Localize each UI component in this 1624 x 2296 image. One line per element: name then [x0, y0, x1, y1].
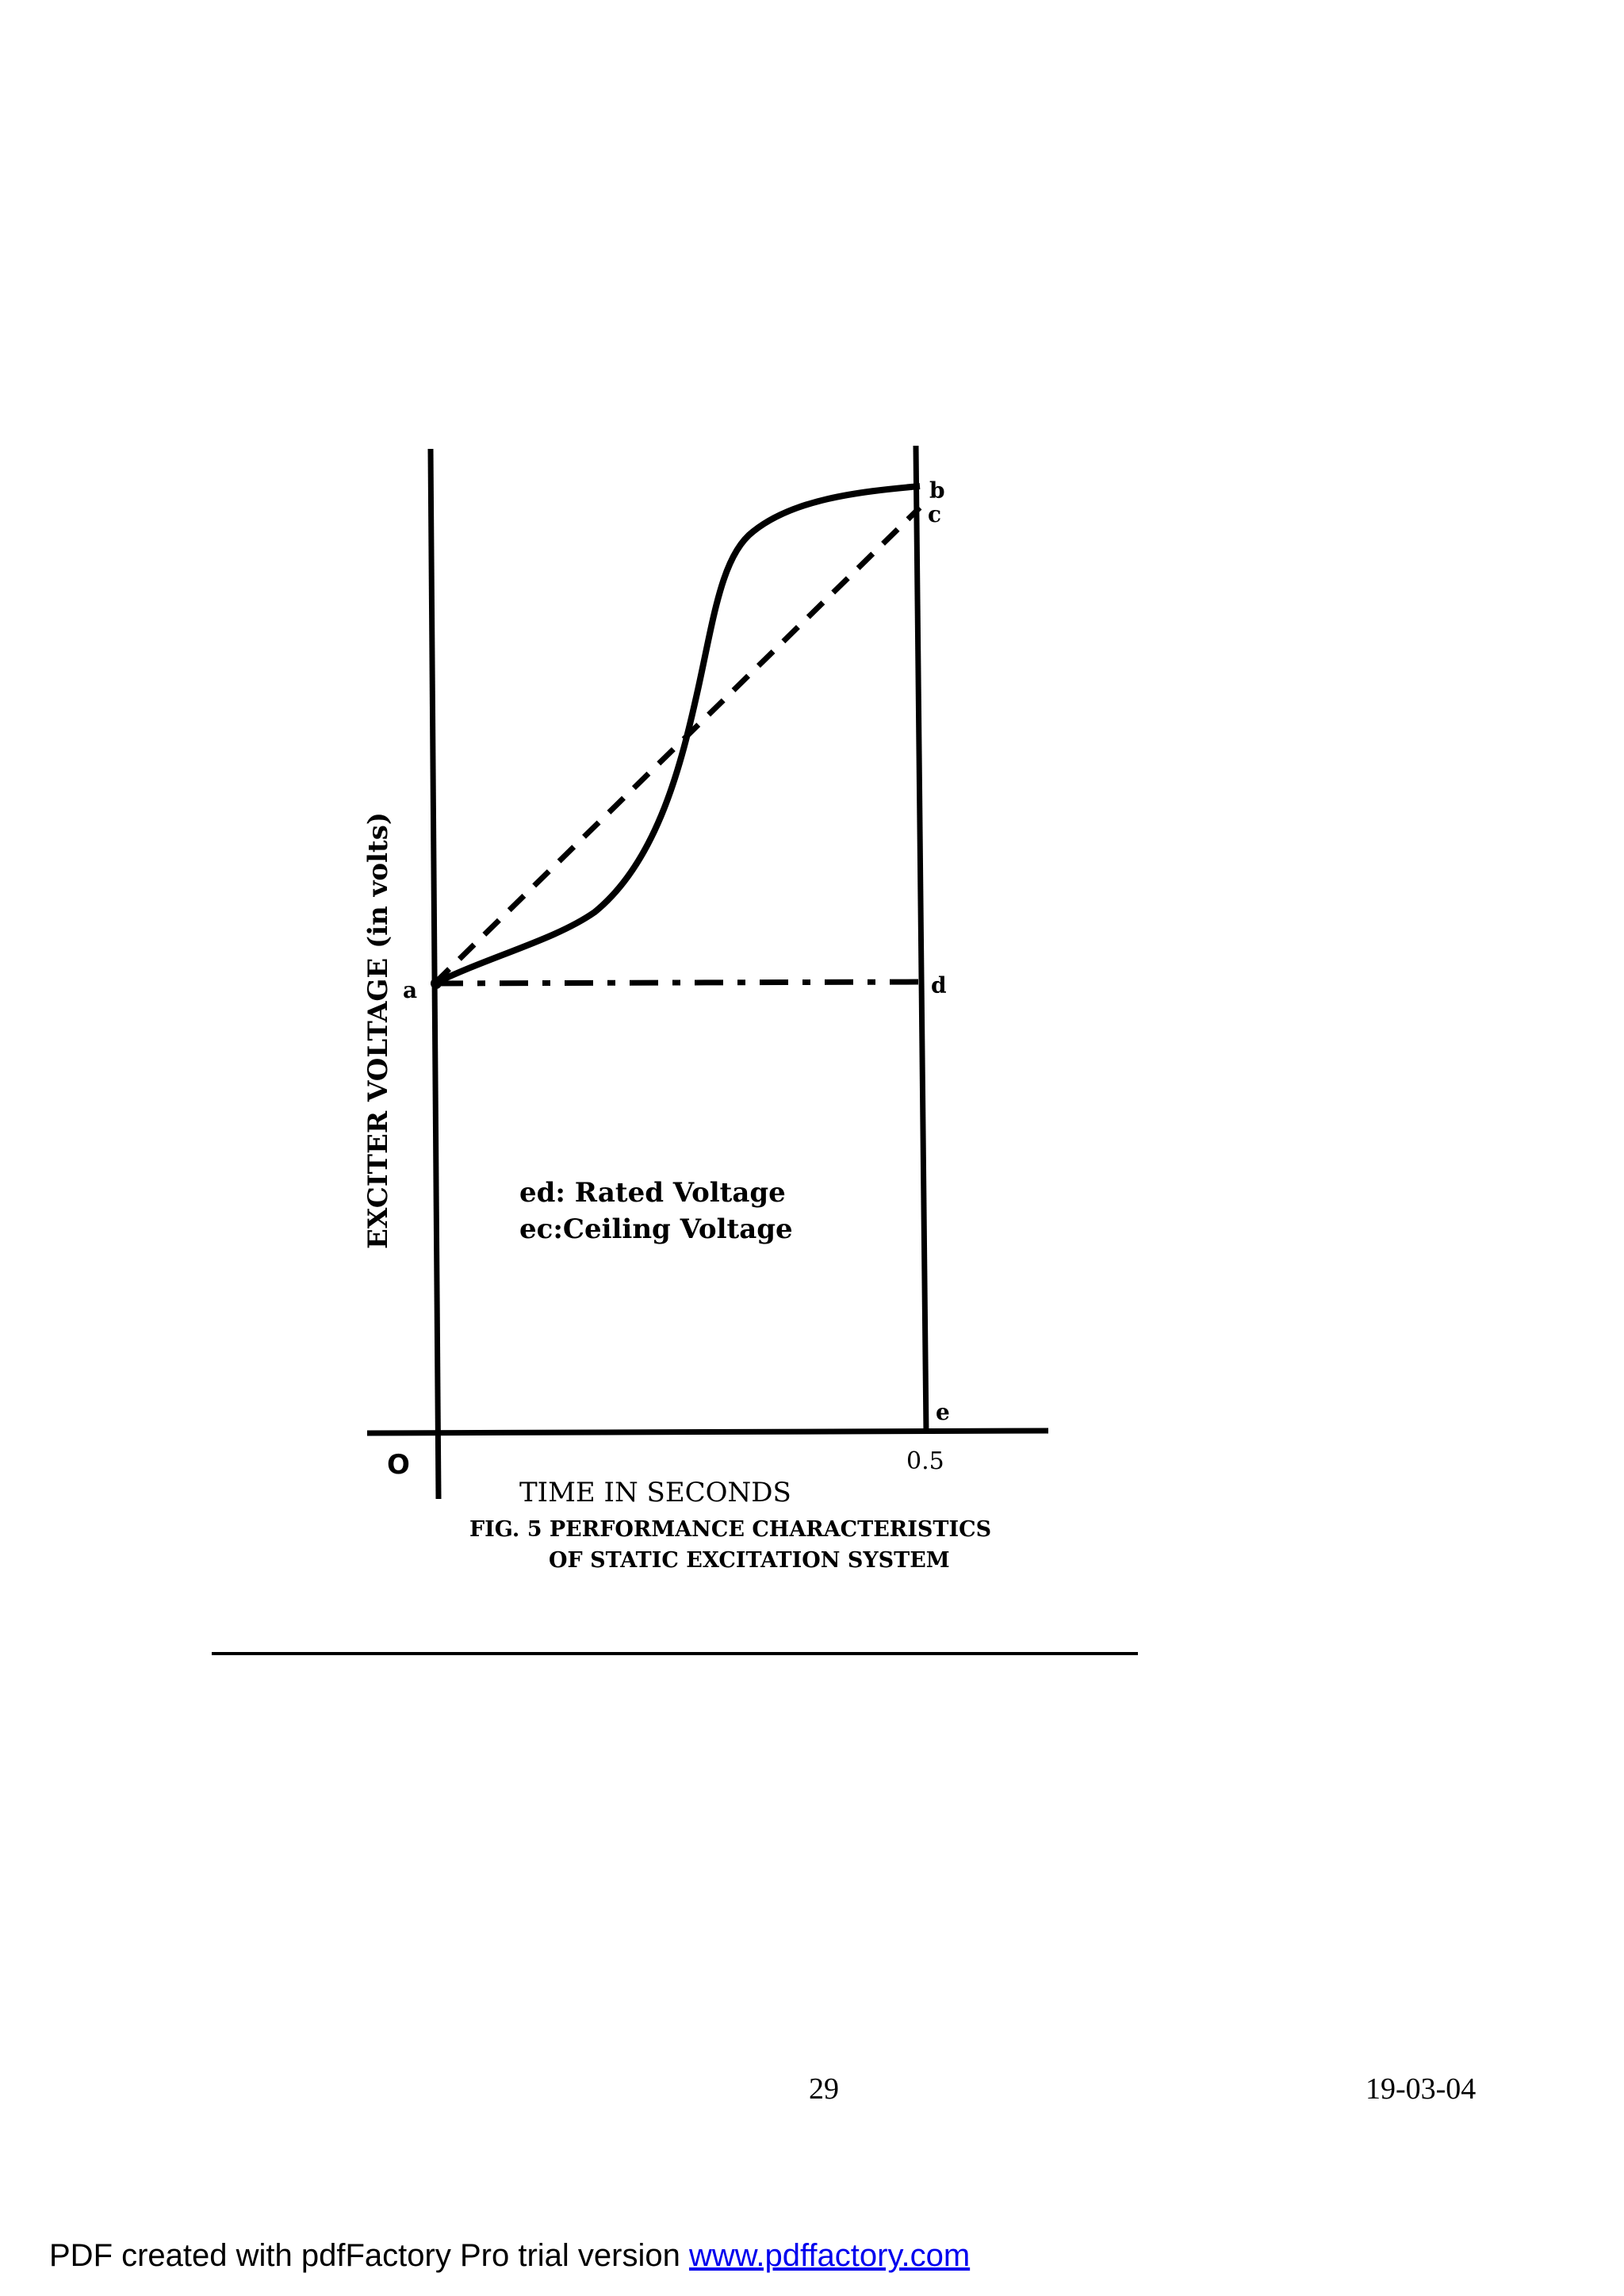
x-tick-0.5: 0.5: [906, 1447, 944, 1475]
excitation-response-curve-ab: [433, 483, 921, 987]
page-date: 19-03-04: [1365, 2072, 1477, 2106]
page-number: 29: [809, 2072, 839, 2106]
label-a: a: [403, 977, 417, 1003]
label-b: b: [929, 477, 945, 504]
legend-rated-voltage: ed: Rated Voltage: [519, 1177, 786, 1209]
t-0.5-vertical-line: [913, 445, 929, 1435]
x-axis-label: TIME IN SECONDS: [519, 1477, 791, 1508]
linear-response-dashed-line-ac: [432, 505, 922, 986]
rated-voltage-line-ad: [434, 979, 927, 987]
label-e: e: [936, 1399, 950, 1425]
pdf-footer-note: PDF created with pdfFactory Pro trial ve…: [49, 2238, 689, 2273]
origin-label: O: [387, 1449, 410, 1481]
pdf-footer: PDF created with pdfFactory Pro trial ve…: [49, 2238, 970, 2274]
legend-ceiling-voltage: ec:Ceiling Voltage: [519, 1213, 793, 1245]
y-axis-label: EXCITER VOLTAGE (in volts): [362, 812, 394, 1249]
point-a-marker: [431, 978, 442, 989]
figure-caption-line2: OF STATIC EXCITATION SYSTEM: [549, 1548, 950, 1573]
figure-caption-line1: FIG. 5 PERFORMANCE CHARACTERISTICS: [469, 1517, 991, 1542]
pdffactory-link[interactable]: www.pdffactory.com: [688, 2238, 971, 2273]
x-axis-line: [366, 1428, 1049, 1436]
label-c: c: [928, 501, 941, 527]
y-axis-line: [427, 448, 442, 1500]
label-d: d: [931, 972, 947, 999]
